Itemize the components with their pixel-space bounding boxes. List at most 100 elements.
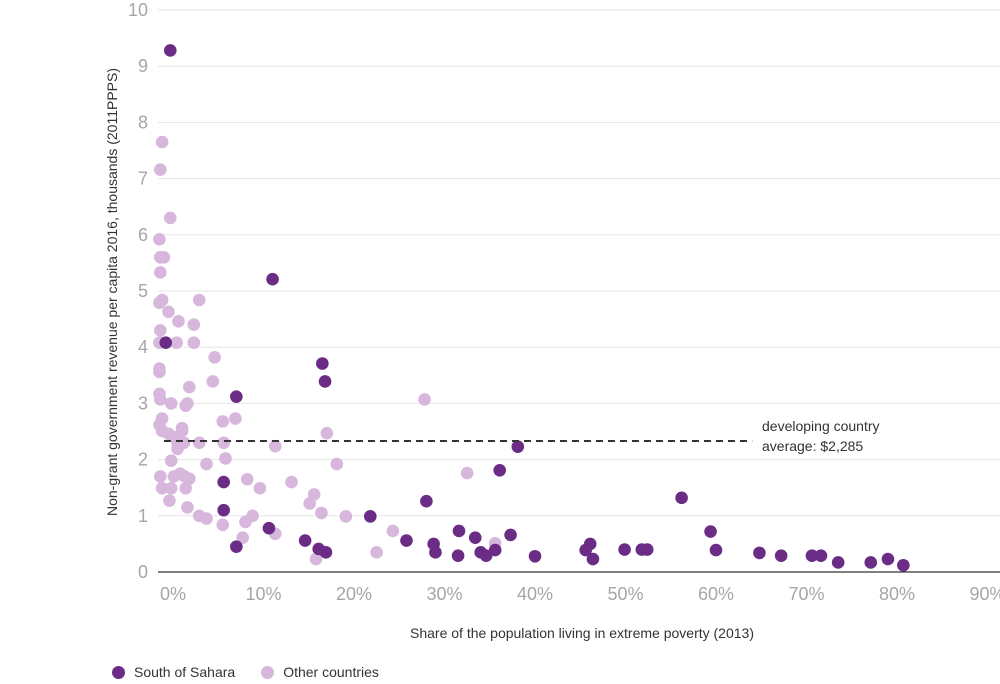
south-of-sahara-point	[583, 537, 597, 551]
y-tick-label: 4	[138, 337, 148, 357]
south-of-sahara-point	[528, 549, 542, 563]
south-of-sahara-point	[753, 546, 766, 560]
south-of-sahara-point	[488, 543, 502, 557]
legend-item-other-countries: Other countries	[261, 664, 379, 680]
legend-swatch-other-countries	[261, 665, 275, 679]
south-of-sahara-point	[511, 440, 525, 453]
other-countries-point	[239, 515, 252, 529]
legend: South of Sahara Other countries	[112, 664, 405, 680]
y-tick-label: 1	[138, 506, 148, 526]
south-of-sahara-point	[504, 528, 517, 542]
south-of-sahara-point	[452, 524, 466, 538]
other-countries-point	[155, 481, 169, 495]
x-tick-label: 10%	[245, 584, 281, 604]
x-tick-label: 90%	[969, 584, 1000, 604]
x-axis-ticks: 0% 10% 20% 30% 40% 50% 60% 70% 80% 90%	[160, 584, 1000, 604]
other-countries-point	[216, 415, 230, 428]
south-of-sahara-point	[318, 375, 332, 388]
other-countries-point	[320, 426, 334, 440]
south-of-sahara-point	[586, 552, 600, 566]
south-of-sahara-point	[640, 543, 654, 556]
south-of-sahara-point	[675, 491, 688, 505]
y-tick-label: 2	[138, 450, 148, 470]
other-countries-point	[208, 351, 221, 364]
other-countries-point	[153, 296, 166, 310]
x-tick-label: 40%	[517, 584, 553, 604]
other-countries-point	[154, 393, 167, 406]
other-countries-point	[179, 481, 192, 495]
other-countries-point	[154, 324, 167, 337]
y-axis-ticks: 0 1 2 3 4 5 6 7 8 9 10	[128, 0, 148, 582]
other-countries-point	[330, 457, 344, 471]
south-of-sahara-point	[805, 549, 819, 563]
other-countries-point	[164, 397, 178, 410]
other-countries-point	[200, 457, 213, 471]
other-countries-point	[309, 552, 323, 566]
other-countries-point	[192, 436, 206, 450]
other-countries-point	[187, 336, 201, 350]
other-countries-point	[253, 481, 267, 495]
other-countries-point	[216, 518, 230, 532]
x-tick-label: 50%	[607, 584, 643, 604]
south-of-sahara-point	[230, 390, 243, 403]
legend-item-south-of-sahara: South of Sahara	[112, 664, 235, 680]
other-countries-point	[182, 472, 196, 486]
other-countries-point	[162, 305, 175, 319]
other-countries-point	[285, 475, 298, 489]
other-countries-point	[370, 546, 383, 559]
grid-lines	[158, 9, 1000, 517]
south-of-sahara-point	[493, 463, 507, 477]
south-of-sahara-point	[429, 546, 442, 559]
south-of-sahara-point	[897, 558, 910, 572]
other-countries-point	[418, 393, 431, 406]
south-of-sahara-point	[217, 475, 230, 489]
other-countries-point	[236, 531, 249, 545]
other-countries-point	[307, 488, 321, 501]
other-countries-point	[386, 524, 400, 538]
south-of-sahara-point	[881, 552, 895, 566]
other-countries-point	[182, 380, 196, 394]
other-countries-point	[175, 421, 189, 435]
x-tick-label: 80%	[879, 584, 915, 604]
south-of-sahara-point	[262, 521, 276, 535]
other-countries-point	[155, 135, 169, 149]
legend-swatch-south-of-sahara	[112, 665, 125, 679]
south-of-sahara-point	[468, 531, 482, 545]
x-tick-label: 30%	[426, 584, 462, 604]
y-tick-label: 10	[128, 0, 148, 20]
other-countries-point	[153, 232, 166, 246]
average-annotation-line2: average: $2,285	[762, 438, 863, 454]
other-countries-point	[187, 318, 201, 332]
legend-label-other-countries: Other countries	[283, 664, 379, 680]
other-countries-point	[315, 506, 328, 520]
other-countries-point	[154, 470, 167, 483]
other-countries-point	[170, 336, 183, 350]
south-of-sahara-point	[230, 540, 243, 554]
y-axis-title: Non-grant government revenue per capita …	[104, 68, 120, 516]
other-countries-point	[153, 365, 166, 379]
other-countries-point	[172, 315, 185, 328]
x-tick-label: 20%	[336, 584, 372, 604]
other-countries-point	[177, 436, 191, 450]
x-axis-title: Share of the population living in extrem…	[410, 625, 754, 641]
south-of-sahara-point	[316, 357, 329, 370]
south-of-sahara-point	[774, 549, 788, 563]
other-countries-point	[181, 397, 194, 410]
x-tick-label: 70%	[788, 584, 824, 604]
south-of-sahara-point	[159, 336, 173, 350]
y-tick-label: 8	[138, 112, 148, 132]
y-tick-label: 5	[138, 281, 148, 301]
south-of-sahara-point	[363, 510, 377, 523]
other-countries-point	[163, 211, 177, 225]
south-of-sahara-point	[814, 549, 828, 563]
y-tick-label: 6	[138, 225, 148, 245]
south-of-sahara-point	[163, 44, 177, 57]
other-countries-point	[181, 501, 194, 514]
south-of-sahara-point	[618, 543, 631, 556]
south-of-sahara-point	[319, 546, 333, 559]
other-countries-point	[164, 481, 178, 495]
south-of-sahara-point	[479, 549, 493, 563]
x-tick-label: 60%	[698, 584, 734, 604]
other-countries-point	[154, 266, 167, 279]
other-countries-point	[154, 163, 167, 176]
